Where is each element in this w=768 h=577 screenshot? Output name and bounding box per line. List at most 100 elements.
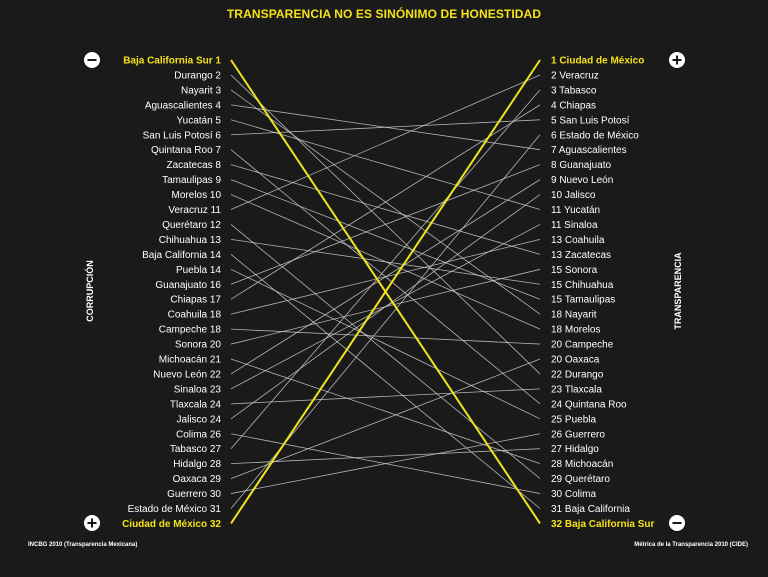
right-state-label: 26 Guerrero [551, 429, 605, 440]
connector-line [230, 433, 541, 494]
right-state-label: 3 Tabasco [551, 85, 597, 96]
right-state-label: 22 Durango [551, 369, 604, 380]
right-axis-label: TRANSPARENCIA [673, 252, 683, 330]
right-state-label: 18 Morelos [551, 325, 600, 336]
left-state-label: Nuevo León 22 [153, 369, 221, 380]
right-source-label: Métrica de la Transparencia 2010 (CIDE) [634, 542, 748, 548]
left-source-label: INCBG 2010 (Transparencia Mexicana) [28, 542, 137, 548]
minus-icon-bar [87, 59, 97, 61]
minus-icon [669, 515, 685, 531]
left-state-label: Tamaulipas 9 [162, 175, 221, 186]
connector-line [230, 358, 541, 479]
right-state-label: 28 Michoacán [551, 459, 613, 470]
right-state-label: 6 Estado de México [551, 130, 639, 141]
connector-line [230, 224, 541, 479]
right-state-label: 15 Chihuahua [551, 280, 614, 291]
left-state-label: Estado de México 31 [128, 504, 222, 515]
left-state-label: Colima 26 [176, 429, 221, 440]
plus-icon [669, 52, 685, 68]
left-state-label: Aguascalientes 4 [145, 100, 222, 111]
right-state-label: 30 Colima [551, 489, 596, 500]
left-state-label: Michoacán 21 [159, 355, 222, 366]
connector-line [230, 358, 541, 465]
left-state-label: Oaxaca 29 [173, 474, 222, 485]
connector-line [230, 74, 541, 210]
minus-icon-bar [672, 522, 682, 524]
right-state-label: 31 Baja California [551, 504, 630, 515]
left-state-label: Quintana Roo 7 [151, 145, 221, 156]
left-state-label: Chiapas 17 [170, 295, 221, 306]
left-state-label: Tlaxcala 24 [170, 399, 222, 410]
right-state-label: 15 Sonora [551, 265, 598, 276]
left-state-label: Nayarit 3 [181, 85, 221, 96]
connector-line [230, 268, 541, 420]
right-state-label: 27 Hidalgo [551, 444, 599, 455]
left-state-label: Sinaloa 23 [174, 384, 222, 395]
right-state-label: 2 Veracruz [551, 70, 599, 81]
left-state-label: Tabasco 27 [170, 444, 222, 455]
right-state-label: 5 San Luis Potosí [551, 115, 630, 126]
connector-line [230, 328, 541, 345]
connector-line [230, 254, 541, 509]
highlight-lines [230, 59, 541, 525]
left-state-label: Zacatecas 8 [167, 160, 222, 171]
right-state-label: 13 Zacatecas [551, 250, 611, 261]
left-state-label: Chihuahua 13 [159, 235, 222, 246]
connector-line [230, 89, 541, 449]
right-state-label: 4 Chiapas [551, 100, 596, 111]
connector-line [230, 119, 541, 210]
left-state-label: San Luis Potosí 6 [143, 130, 222, 141]
right-state-label: 25 Puebla [551, 414, 596, 425]
left-state-label: Campeche 18 [159, 325, 222, 336]
left-state-label: Ciudad de México 32 [122, 519, 221, 530]
plus-icon-bar-v [91, 518, 93, 528]
left-state-label: Hidalgo 28 [173, 459, 221, 470]
connector-line [230, 388, 541, 405]
right-state-label: 9 Nuevo León [551, 175, 613, 186]
left-state-label: Querétaro 12 [162, 220, 221, 231]
right-state-label: 29 Querétaro [551, 474, 610, 485]
right-state-label: 13 Coahuila [551, 235, 605, 246]
right-state-label: 11 Yucatán [551, 205, 600, 216]
left-state-label: Baja California 14 [142, 250, 221, 261]
right-state-label: 18 Nayarit [551, 310, 597, 321]
right-state-label: 11 Sinaloa [551, 220, 598, 231]
left-axis-label: CORRUPCIÓN [84, 260, 95, 322]
connector-line [230, 119, 541, 136]
connector-line [230, 239, 541, 285]
right-state-label: 32 Baja California Sur [551, 519, 654, 530]
plus-icon-bar-v [676, 55, 678, 65]
right-state-label: 8 Guanajuato [551, 160, 611, 171]
connector-line [230, 194, 541, 420]
left-state-label: Yucatán 5 [177, 115, 222, 126]
left-state-label: Sonora 20 [175, 340, 222, 351]
highlight-line [230, 59, 541, 525]
right-state-label: 10 Jalisco [551, 190, 596, 201]
left-state-label: Morelos 10 [172, 190, 222, 201]
connector-line [230, 104, 541, 300]
left-state-label: Veracruz 11 [168, 205, 221, 216]
left-state-label: Jalisco 24 [177, 414, 222, 425]
connector-line [230, 179, 541, 300]
left-state-label: Puebla 14 [176, 265, 221, 276]
chart-title: TRANSPARENCIA NO ES SINÓNIMO DE HONESTID… [226, 7, 542, 21]
minus-icon [84, 52, 100, 68]
right-state-label: 20 Campeche [551, 340, 614, 351]
right-state-label: 24 Quintana Roo [551, 399, 627, 410]
left-state-label: Guanajuato 16 [155, 280, 221, 291]
connector-line [230, 164, 541, 285]
left-state-label: Guerrero 30 [167, 489, 221, 500]
right-state-label: 23 Tlaxcala [551, 384, 602, 395]
plus-icon [84, 515, 100, 531]
connector-line [230, 448, 541, 465]
left-state-label: Durango 2 [174, 70, 221, 81]
left-state-label: Baja California Sur 1 [123, 56, 221, 67]
left-state-label: Coahuila 18 [168, 310, 222, 321]
connector-line [230, 179, 541, 375]
right-state-label: 20 Oaxaca [551, 355, 600, 366]
right-state-label: 1 Ciudad de México [551, 56, 644, 67]
connector-line [230, 164, 541, 255]
right-state-label: 7 Aguascalientes [551, 145, 627, 156]
